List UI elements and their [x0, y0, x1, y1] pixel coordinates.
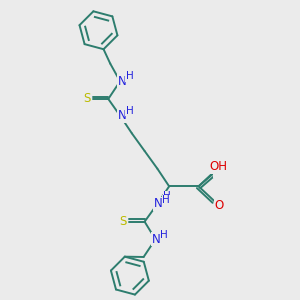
Text: N: N: [118, 75, 126, 88]
Text: N: N: [152, 233, 161, 246]
Text: N: N: [154, 197, 163, 211]
Text: N: N: [118, 109, 126, 122]
Text: S: S: [83, 92, 90, 106]
Text: H: H: [126, 106, 134, 116]
Text: H: H: [126, 71, 134, 81]
Text: OH: OH: [209, 160, 227, 173]
Text: H: H: [162, 195, 170, 205]
Text: H: H: [160, 230, 168, 240]
Text: H: H: [163, 191, 171, 201]
Text: O: O: [214, 200, 224, 212]
Text: O: O: [214, 164, 223, 177]
Text: S: S: [119, 215, 127, 228]
